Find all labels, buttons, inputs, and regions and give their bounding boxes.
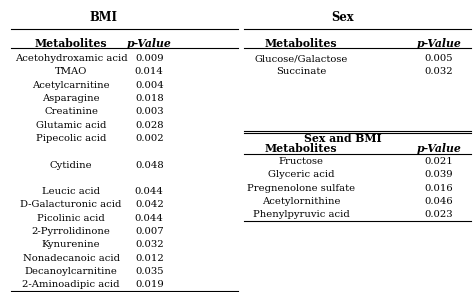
Text: 0.003: 0.003 [135,107,164,116]
Text: TMAO: TMAO [55,67,87,77]
Text: Glyceric acid: Glyceric acid [268,170,334,179]
Text: Glutamic acid: Glutamic acid [36,121,106,130]
Text: Pregnenolone sulfate: Pregnenolone sulfate [247,184,355,192]
Text: Acetylornithine: Acetylornithine [262,197,340,206]
Text: 0.002: 0.002 [135,134,164,143]
Text: 0.018: 0.018 [135,94,164,103]
Text: 0.039: 0.039 [425,170,453,179]
Text: 0.014: 0.014 [135,67,164,77]
Text: BMI: BMI [89,11,117,24]
Text: Decanoylcarnitine: Decanoylcarnitine [25,267,118,276]
Text: Metabolites: Metabolites [265,38,337,49]
Text: Succinate: Succinate [276,67,326,77]
Text: 2-Aminoadipic acid: 2-Aminoadipic acid [22,280,120,289]
Text: D-Galacturonic acid: D-Galacturonic acid [20,200,122,209]
Text: Acetohydroxamic acid: Acetohydroxamic acid [15,54,128,63]
Text: p-Value: p-Value [127,38,172,49]
Text: Picolinic acid: Picolinic acid [37,214,105,223]
Text: Asparagine: Asparagine [42,94,100,103]
Text: Acetylcarnitine: Acetylcarnitine [32,81,110,90]
Text: Creatinine: Creatinine [44,107,98,116]
Text: 0.021: 0.021 [425,157,454,166]
Text: 0.005: 0.005 [425,54,453,63]
Text: 2-Pyrrolidinone: 2-Pyrrolidinone [32,227,110,236]
Text: 0.032: 0.032 [425,67,453,77]
Text: Kynurenine: Kynurenine [42,240,100,249]
Text: 0.019: 0.019 [135,280,164,289]
Text: 0.007: 0.007 [135,227,164,236]
Text: 0.016: 0.016 [425,184,453,192]
Text: 0.042: 0.042 [135,200,164,209]
Text: Nonadecanoic acid: Nonadecanoic acid [23,254,119,263]
Text: 0.028: 0.028 [135,121,164,130]
Text: 0.044: 0.044 [135,214,164,223]
Text: 0.004: 0.004 [135,81,164,90]
Text: 0.032: 0.032 [135,240,164,249]
Text: Cytidine: Cytidine [50,161,92,170]
Text: Metabolites: Metabolites [35,38,108,49]
Text: Sex: Sex [331,11,354,24]
Text: Fructose: Fructose [279,157,324,166]
Text: 0.046: 0.046 [425,197,453,206]
Text: Phenylpyruvic acid: Phenylpyruvic acid [253,210,349,219]
Text: Pipecolic acid: Pipecolic acid [36,134,106,143]
Text: p-Value: p-Value [417,38,461,49]
Text: Glucose/Galactose: Glucose/Galactose [255,54,348,63]
Text: 0.012: 0.012 [135,254,164,263]
Text: Metabolites: Metabolites [265,143,337,154]
Text: Leucic acid: Leucic acid [42,187,100,196]
Text: 0.044: 0.044 [135,187,164,196]
Text: 0.035: 0.035 [135,267,164,276]
Text: 0.048: 0.048 [135,161,164,170]
Text: 0.009: 0.009 [135,54,164,63]
Text: 0.023: 0.023 [425,210,453,219]
Text: p-Value: p-Value [417,143,461,154]
Text: Sex and BMI: Sex and BMI [304,133,381,143]
